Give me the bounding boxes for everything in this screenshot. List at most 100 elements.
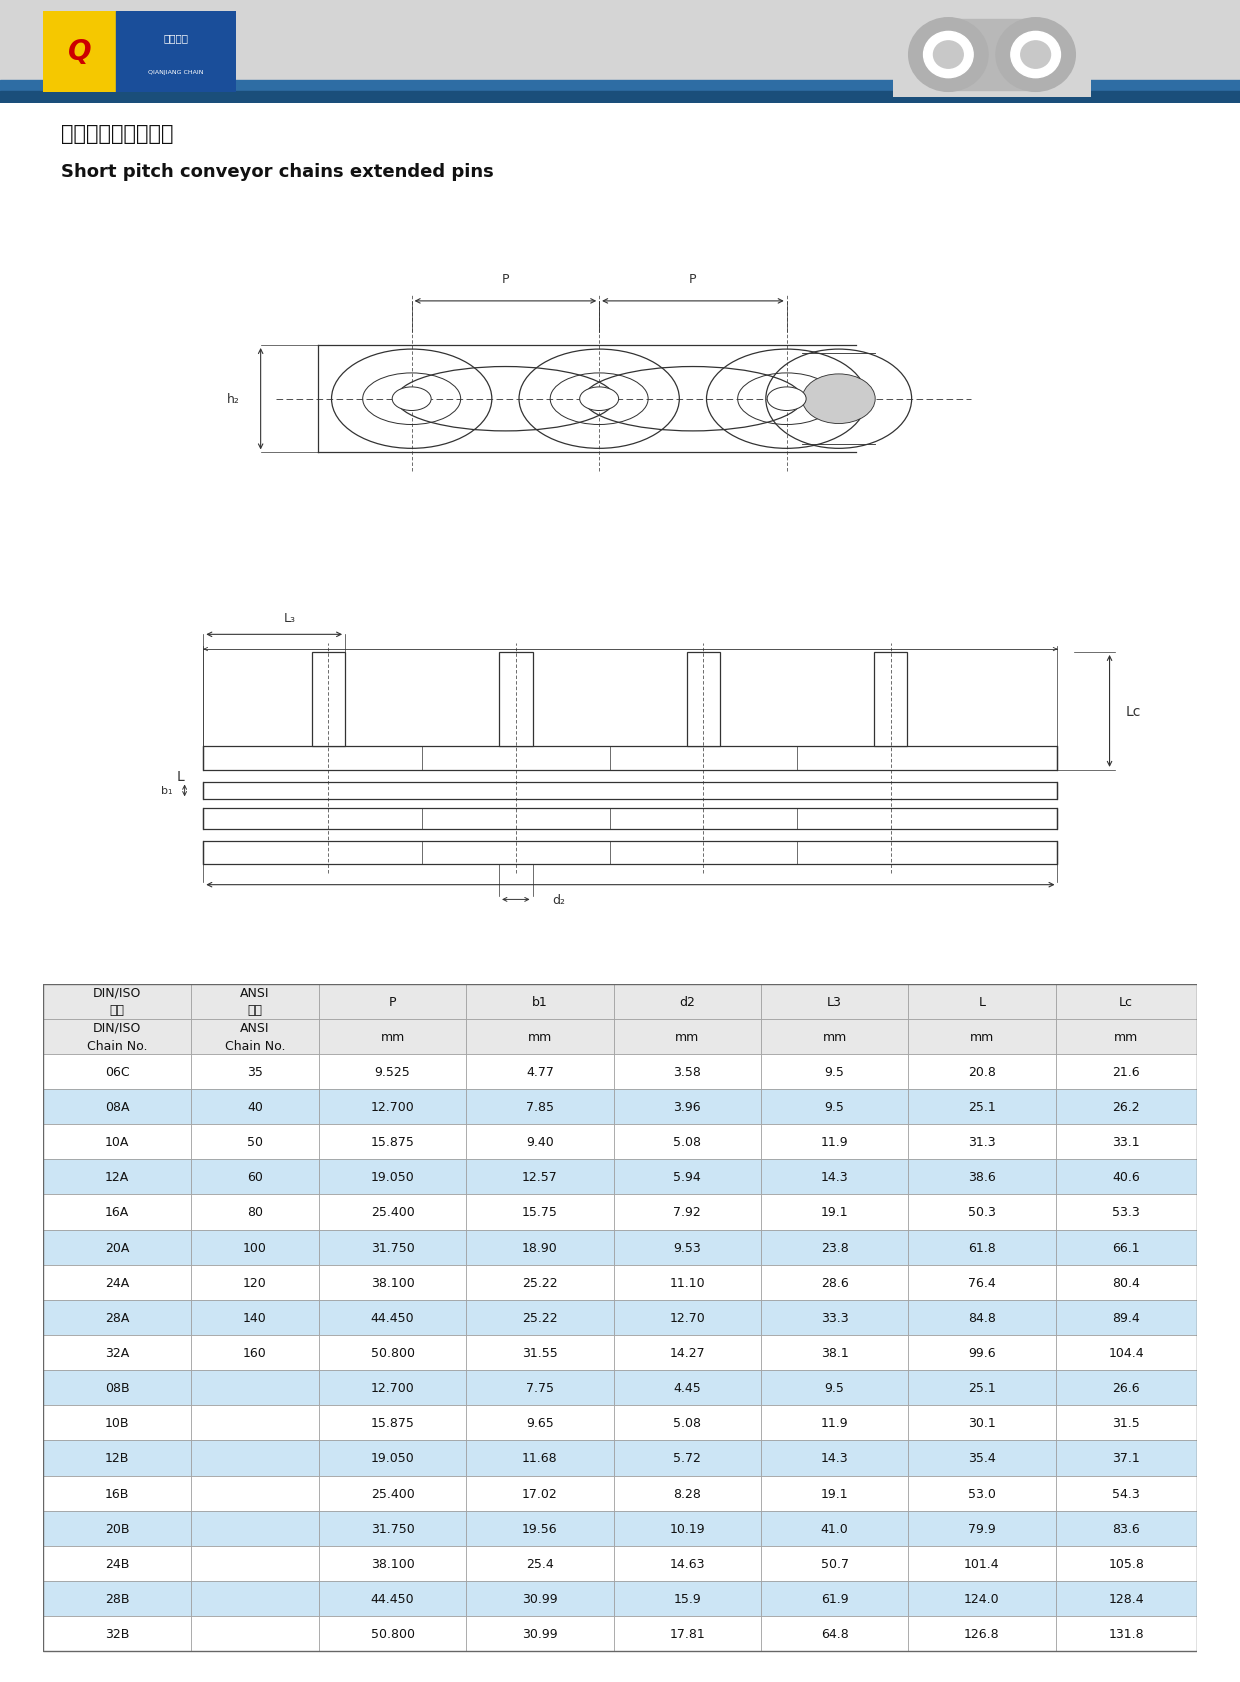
Text: 140: 140 xyxy=(243,1312,267,1324)
Ellipse shape xyxy=(934,42,963,69)
Bar xyxy=(191,1440,319,1475)
Bar xyxy=(191,1019,319,1055)
Bar xyxy=(614,1475,761,1510)
Text: 32B: 32B xyxy=(105,1626,129,1640)
Circle shape xyxy=(768,387,806,412)
Bar xyxy=(908,1371,1055,1406)
Bar xyxy=(614,1510,761,1546)
Bar xyxy=(203,782,1058,801)
Text: 06C: 06C xyxy=(104,1065,129,1078)
Text: 7.85: 7.85 xyxy=(526,1100,554,1113)
Ellipse shape xyxy=(802,375,875,424)
Text: 11.9: 11.9 xyxy=(821,1416,848,1430)
Bar xyxy=(761,1336,908,1371)
Bar xyxy=(43,1475,191,1510)
Bar xyxy=(466,1194,614,1230)
Text: 26.6: 26.6 xyxy=(1112,1381,1140,1394)
Bar xyxy=(43,1125,191,1159)
Bar xyxy=(1055,1194,1197,1230)
Bar xyxy=(761,1265,908,1300)
Bar xyxy=(908,1019,1055,1055)
Bar xyxy=(614,1546,761,1581)
Bar xyxy=(319,1300,466,1336)
Text: 124.0: 124.0 xyxy=(965,1593,999,1605)
Bar xyxy=(466,1406,614,1440)
Bar xyxy=(1055,1475,1197,1510)
Bar xyxy=(761,1125,908,1159)
Text: 31.5: 31.5 xyxy=(1112,1416,1140,1430)
Text: 24A: 24A xyxy=(105,1277,129,1288)
Text: QIANJIANG CHAIN: QIANJIANG CHAIN xyxy=(149,71,203,74)
Text: ANSI: ANSI xyxy=(241,986,269,999)
Text: 53.0: 53.0 xyxy=(968,1487,996,1500)
Text: 链号: 链号 xyxy=(247,1004,263,1018)
Bar xyxy=(43,1265,191,1300)
Bar xyxy=(191,1300,319,1336)
Text: 28.6: 28.6 xyxy=(821,1277,848,1288)
Text: 9.5: 9.5 xyxy=(825,1065,844,1078)
Text: Q: Q xyxy=(68,39,92,66)
Text: 20B: 20B xyxy=(105,1522,129,1536)
Bar xyxy=(466,1546,614,1581)
Bar xyxy=(319,1055,466,1090)
Text: 12.57: 12.57 xyxy=(522,1171,558,1184)
Text: 8.28: 8.28 xyxy=(673,1487,701,1500)
Bar xyxy=(1055,984,1197,1019)
Bar xyxy=(761,1371,908,1406)
Bar xyxy=(319,1019,466,1055)
Text: 7.75: 7.75 xyxy=(526,1381,554,1394)
Text: 9.525: 9.525 xyxy=(374,1065,410,1078)
Bar xyxy=(908,1159,1055,1194)
Text: 14.27: 14.27 xyxy=(670,1346,706,1359)
Text: 38.1: 38.1 xyxy=(821,1346,848,1359)
Bar xyxy=(466,1090,614,1125)
Bar xyxy=(43,1581,191,1616)
Bar xyxy=(466,1125,614,1159)
Bar xyxy=(0,81,1240,93)
Bar xyxy=(908,1300,1055,1336)
Text: 9.65: 9.65 xyxy=(526,1416,554,1430)
Bar xyxy=(908,1440,1055,1475)
Bar xyxy=(43,1546,191,1581)
Bar xyxy=(614,1159,761,1194)
Bar xyxy=(1055,1265,1197,1300)
Bar xyxy=(466,1159,614,1194)
Text: 30.99: 30.99 xyxy=(522,1593,558,1605)
Bar xyxy=(687,653,720,747)
Text: 61.8: 61.8 xyxy=(968,1241,996,1253)
Text: 41.0: 41.0 xyxy=(821,1522,848,1536)
Text: 40.6: 40.6 xyxy=(1112,1171,1140,1184)
Text: 17.02: 17.02 xyxy=(522,1487,558,1500)
Bar xyxy=(614,1055,761,1090)
Bar xyxy=(191,1055,319,1090)
Bar xyxy=(1055,1336,1197,1371)
Bar xyxy=(319,1371,466,1406)
Circle shape xyxy=(579,387,619,412)
Bar xyxy=(761,1159,908,1194)
Text: 80.4: 80.4 xyxy=(1112,1277,1140,1288)
Text: 3.58: 3.58 xyxy=(673,1065,701,1078)
Text: mm: mm xyxy=(675,1029,699,1043)
Bar xyxy=(761,1230,908,1265)
Text: 17.81: 17.81 xyxy=(670,1626,706,1640)
Text: 83.6: 83.6 xyxy=(1112,1522,1140,1536)
Bar xyxy=(908,1616,1055,1652)
Text: 33.3: 33.3 xyxy=(821,1312,848,1324)
Bar xyxy=(908,1265,1055,1300)
Text: Chain No.: Chain No. xyxy=(87,1039,148,1051)
Text: 9.5: 9.5 xyxy=(825,1381,844,1394)
Bar xyxy=(43,1406,191,1440)
Text: 38.100: 38.100 xyxy=(371,1277,414,1288)
Text: L: L xyxy=(177,769,185,784)
Bar xyxy=(614,984,761,1019)
Bar xyxy=(43,1616,191,1652)
Text: DIN/ISO: DIN/ISO xyxy=(93,986,141,999)
Text: P: P xyxy=(689,272,697,286)
Text: 14.3: 14.3 xyxy=(821,1452,848,1465)
Text: 37.1: 37.1 xyxy=(1112,1452,1140,1465)
Text: 20.8: 20.8 xyxy=(968,1065,996,1078)
Bar xyxy=(43,984,191,1019)
Bar xyxy=(319,984,466,1019)
Text: 53.3: 53.3 xyxy=(1112,1206,1140,1219)
Bar xyxy=(203,841,1058,865)
